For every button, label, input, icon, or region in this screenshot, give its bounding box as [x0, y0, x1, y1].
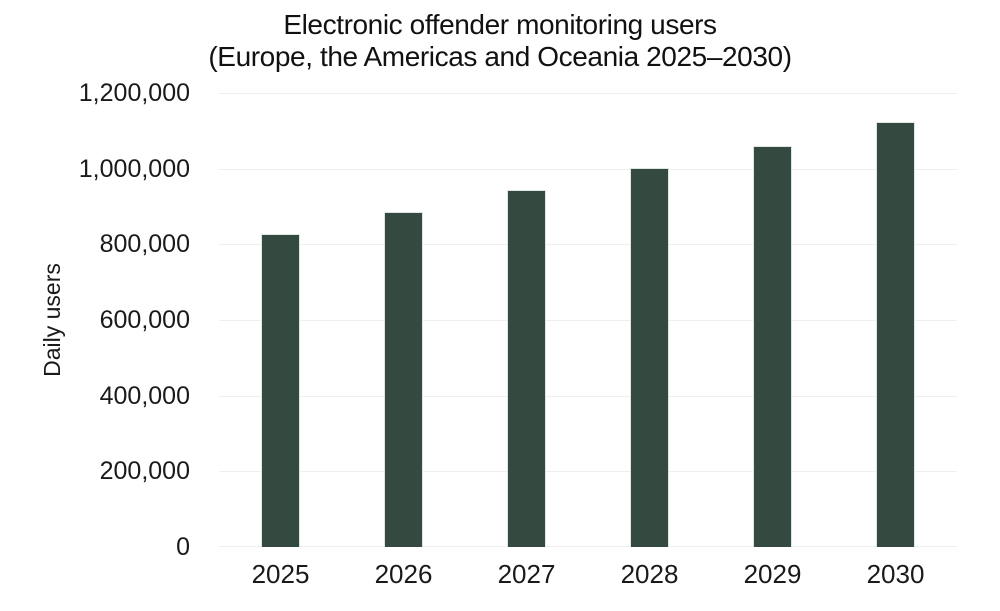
y-tick-label: 1,000,000 [78, 155, 190, 183]
x-tick-label: 2025 [251, 559, 310, 589]
chart-title: Electronic offender monitoring users (Eu… [0, 9, 1000, 73]
chart-title-line1: Electronic offender monitoring users [283, 9, 717, 40]
y-tick-label: 600,000 [99, 306, 190, 334]
gridline [219, 546, 957, 547]
y-axis-tick-labels: 1,200,000 1,000,000 800,000 600,000 400,000 2… [0, 0, 190, 611]
bar-2029 [753, 145, 792, 547]
bar-2027 [507, 189, 546, 547]
y-tick-label: 0 [176, 533, 190, 561]
gridline [219, 244, 957, 245]
x-tick-label: 2028 [620, 559, 679, 589]
bar-2030 [876, 121, 915, 547]
plot-area [219, 93, 957, 547]
bar-2026 [384, 212, 423, 547]
x-axis-tick-labels: 2025 2026 2027 2028 2029 2030 [219, 559, 957, 595]
bar-2025 [261, 234, 300, 547]
x-tick-label: 2026 [374, 559, 433, 589]
y-tick-label: 1,200,000 [78, 79, 190, 107]
y-tick-label: 400,000 [99, 382, 190, 410]
gridline [219, 320, 957, 321]
gridline [219, 396, 957, 397]
gridline [219, 471, 957, 472]
y-tick-label: 800,000 [99, 230, 190, 258]
x-tick-label: 2030 [866, 559, 925, 589]
gridline [219, 169, 957, 170]
bar-2028 [630, 167, 669, 547]
chart-title-line2: (Europe, the Americas and Oceania 2025–2… [208, 41, 792, 72]
gridline [219, 93, 957, 94]
y-tick-label: 200,000 [99, 457, 190, 485]
x-tick-label: 2027 [497, 559, 556, 589]
x-tick-label: 2029 [743, 559, 802, 589]
